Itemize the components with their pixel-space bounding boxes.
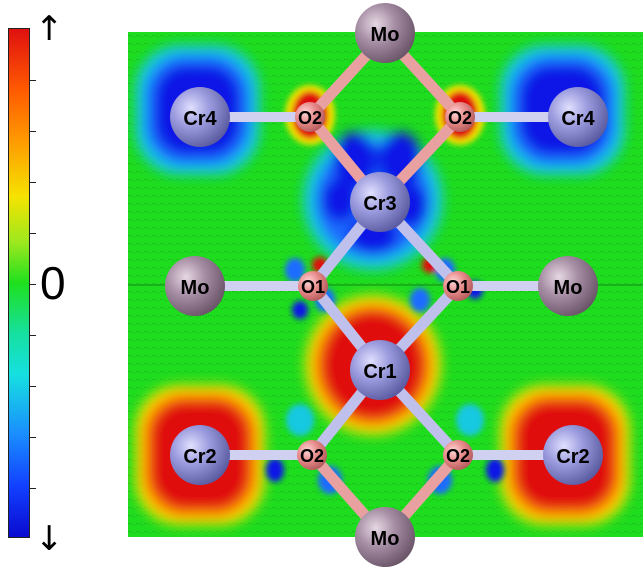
- atom-mo-bottom: Mo: [355, 507, 415, 567]
- colorbar-tick: [30, 182, 36, 183]
- spin-down-arrow: ↓: [35, 519, 64, 559]
- atom-cr4-left: Cr4: [170, 87, 230, 147]
- atom-o1-left: O1: [298, 271, 328, 301]
- colorbar-tick: [30, 335, 36, 336]
- atom-label: Mo: [554, 277, 583, 299]
- atom-cr3: Cr3: [350, 172, 410, 232]
- atom-label: Mo: [371, 528, 400, 550]
- atom-mo-right: Mo: [538, 256, 598, 316]
- atom-o2-bottom-right: O2: [443, 440, 473, 470]
- colorbar-tick: [30, 284, 36, 285]
- color-scale-bar: [8, 28, 30, 538]
- atom-label: O2: [300, 446, 324, 466]
- colorbar-tick: [30, 80, 36, 81]
- atom-o2-top-right: O2: [445, 102, 475, 132]
- spin-up-arrow: ↑: [35, 9, 64, 49]
- atom-label: Cr4: [183, 108, 217, 130]
- atom-label: O1: [301, 277, 325, 297]
- zero-label: 0: [40, 257, 66, 309]
- atom-o2-bottom-left: O2: [297, 440, 327, 470]
- atom-cr2-right: Cr2: [543, 425, 603, 485]
- atom-cr1: Cr1: [350, 340, 410, 400]
- atom-label: O2: [448, 108, 472, 128]
- colorbar-tick: [30, 437, 36, 438]
- colorbar-tick: [30, 386, 36, 387]
- atom-mo-top: Mo: [355, 3, 415, 63]
- atom-label: Mo: [181, 277, 210, 299]
- atom-label: Cr4: [561, 108, 595, 130]
- atom-cr2-left: Cr2: [170, 425, 230, 485]
- atom-label: Cr1: [363, 361, 396, 383]
- color-scale-gradient: [9, 29, 29, 537]
- colorbar-tick: [30, 488, 36, 489]
- atom-mo-left: Mo: [165, 256, 225, 316]
- colorbar-tick: [30, 131, 36, 132]
- atom-label: O2: [298, 108, 322, 128]
- atom-label: Cr2: [556, 446, 589, 468]
- colorbar-tick: [30, 233, 36, 234]
- atom-label: Mo: [371, 24, 400, 46]
- atom-label: Cr3: [363, 193, 396, 215]
- atom-o1-right: O1: [443, 271, 473, 301]
- atom-cr4-right: Cr4: [548, 87, 608, 147]
- atom-label: O2: [446, 446, 470, 466]
- atom-label: O1: [446, 277, 470, 297]
- atom-o2-top-left: O2: [295, 102, 325, 132]
- atom-label: Cr2: [183, 446, 216, 468]
